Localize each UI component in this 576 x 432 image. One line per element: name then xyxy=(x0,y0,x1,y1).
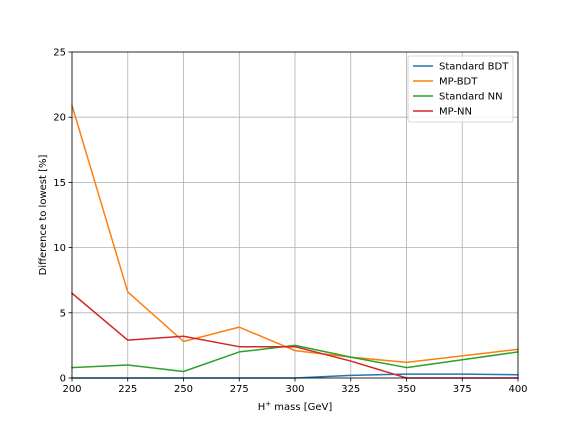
y-tick-label: 0 xyxy=(60,374,66,385)
legend-label-mp-bdt: MP-BDT xyxy=(439,77,478,88)
x-axis-label-rest: mass [GeV] xyxy=(271,402,332,413)
legend-label-standard-bdt: Standard BDT xyxy=(439,62,509,73)
legend-box xyxy=(407,55,514,123)
legend-label-standard-nn: Standard NN xyxy=(439,92,503,103)
legend: Standard BDT MP-BDT Standard NN MP-NN xyxy=(407,55,514,123)
x-tick-label: 300 xyxy=(285,384,304,395)
y-tick-label: 20 xyxy=(53,113,66,124)
x-tick-label: 225 xyxy=(118,384,137,395)
y-tick-label: 25 xyxy=(53,48,66,59)
x-axis-label-sup: + xyxy=(265,400,271,408)
grid xyxy=(71,51,519,379)
series-line-standard-nn xyxy=(71,344,519,373)
x-tick-label: 200 xyxy=(62,384,81,395)
ticks: 200 225 250 275 300 325 350 375 400 0 5 10 15 20 25 xyxy=(53,48,527,396)
x-tick-label: 250 xyxy=(174,384,193,395)
y-tick-label: 10 xyxy=(53,243,66,254)
x-axis-label-main: H xyxy=(258,402,266,413)
x-tick-label: 325 xyxy=(341,384,360,395)
x-tick-label: 275 xyxy=(230,384,249,395)
x-tick-label: 350 xyxy=(397,384,416,395)
x-tick-label: 375 xyxy=(453,384,472,395)
y-axis-label: Difference to lowest [%] xyxy=(38,155,49,276)
x-tick-label: 400 xyxy=(508,384,527,395)
x-axis-label: H+ mass [GeV] xyxy=(258,400,333,413)
y-tick-label: 5 xyxy=(60,308,66,319)
series-line-mp-bdt xyxy=(71,104,519,364)
legend-label-mp-nn: MP-NN xyxy=(439,107,472,118)
y-tick-label: 15 xyxy=(53,178,66,189)
